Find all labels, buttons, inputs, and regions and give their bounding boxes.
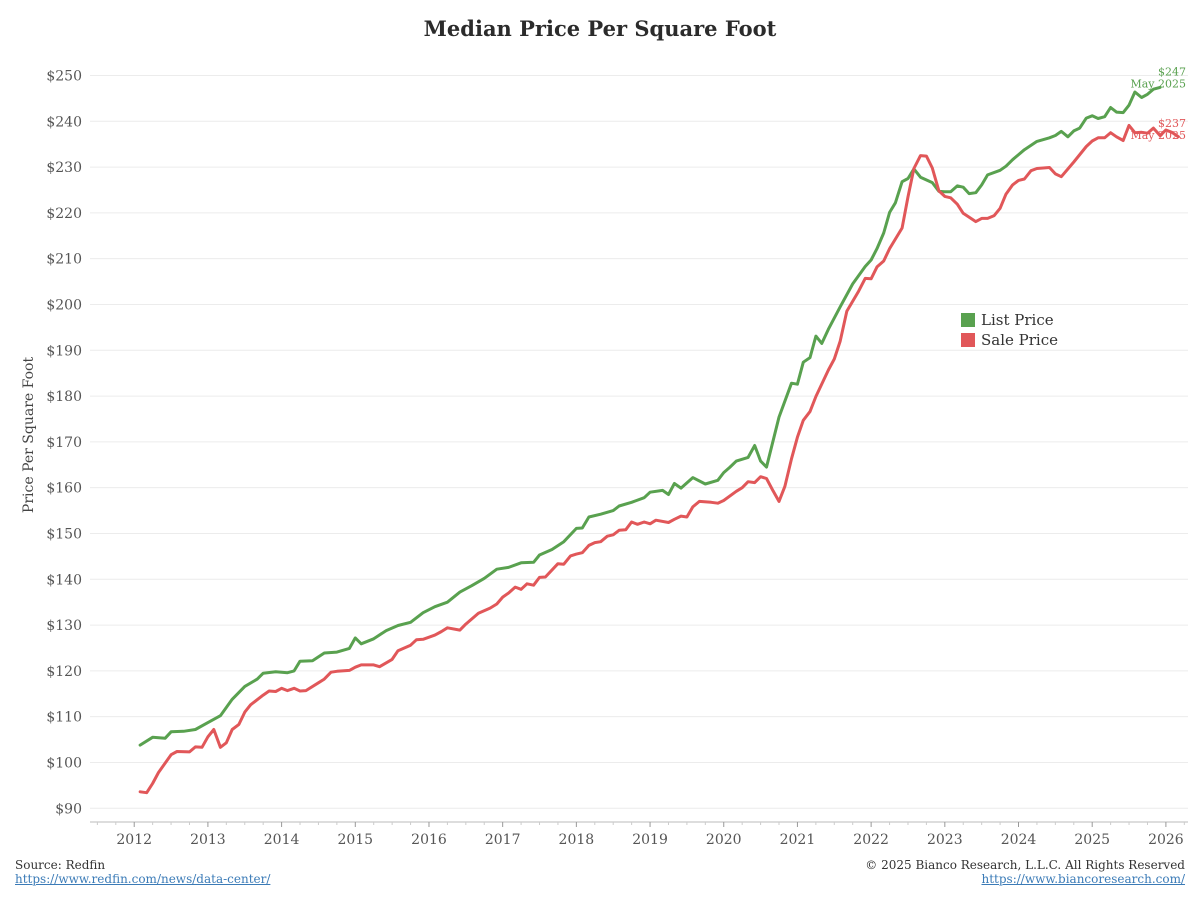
x-tick-label: 2015: [337, 832, 373, 848]
end-value-label: $247: [1158, 65, 1186, 78]
x-tick-label: 2017: [485, 832, 521, 848]
series-lines: [138, 85, 1180, 795]
x-tick-label: 2019: [632, 832, 668, 848]
y-tick-label: $200: [46, 297, 82, 313]
x-tick-label: 2012: [116, 832, 152, 848]
y-tick-label: $230: [46, 160, 82, 176]
x-tick-label: 2021: [780, 832, 816, 848]
y-tick-label: $240: [46, 114, 82, 130]
y-tick-label: $160: [46, 481, 82, 497]
website-link[interactable]: https://www.biancoresearch.com/: [981, 872, 1185, 886]
x-tick-label: 2014: [264, 832, 300, 848]
end-date-label: May 2025: [1130, 77, 1186, 90]
legend: List Price Sale Price: [961, 310, 1058, 350]
legend-swatch-list-price: [961, 313, 975, 327]
y-tick-label: $100: [46, 755, 82, 771]
y-tick-label: $170: [46, 435, 82, 451]
y-tick-label: $120: [46, 664, 82, 680]
y-tick-label: $140: [46, 572, 82, 588]
grid-lines: [90, 74, 1188, 809]
end-date-label: May 2025: [1130, 129, 1186, 142]
end-value-label: $237: [1158, 117, 1186, 130]
legend-label-list-price: List Price: [981, 311, 1054, 329]
x-tick-label: 2024: [1001, 832, 1037, 848]
x-tick-label: 2025: [1074, 832, 1110, 848]
y-tick-label: $210: [46, 252, 82, 268]
y-tick-label: $180: [46, 389, 82, 405]
y-tick-label: $130: [46, 618, 82, 634]
y-tick-label: $250: [46, 68, 82, 84]
legend-item-sale-price[interactable]: Sale Price: [961, 330, 1058, 350]
legend-swatch-sale-price: [961, 333, 975, 347]
x-tick-label: 2018: [559, 832, 595, 848]
y-tick-label: $190: [46, 343, 82, 359]
x-tick-label: 2020: [706, 832, 742, 848]
x-axis: 2012 2013 2014 2015 2016 2017 2018 2019 2020 2021…: [90, 821, 1188, 848]
legend-label-sale-price: Sale Price: [981, 331, 1058, 349]
x-tick-label: 2026: [1148, 832, 1184, 848]
y-tick-label: $110: [46, 710, 82, 726]
source-link[interactable]: https://www.redfin.com/news/data-center/: [15, 872, 271, 886]
footer-source: Source: Redfin https://www.redfin.com/ne…: [15, 858, 270, 886]
x-tick-label: 2022: [853, 832, 889, 848]
x-tick-label: 2023: [927, 832, 963, 848]
footer-copyright: © 2025 Bianco Research, L.L.C. All Right…: [865, 858, 1185, 886]
source-text: Source: Redfin: [15, 858, 106, 872]
copyright-text: © 2025 Bianco Research, L.L.C. All Right…: [865, 858, 1185, 872]
legend-item-list-price[interactable]: List Price: [961, 310, 1058, 330]
y-axis: $90 $100 $110 $120 $130 $140 $150 $160 $170 $180 $…: [46, 68, 82, 817]
y-tick-label: $90: [55, 801, 82, 817]
y-axis-label: Price Per Square Foot: [21, 357, 37, 514]
series-line-list-price: [138, 85, 1162, 747]
y-tick-label: $150: [46, 526, 82, 542]
chart-title: Median Price Per Square Foot: [423, 16, 777, 41]
x-tick-label: 2016: [411, 832, 447, 848]
y-tick-label: $220: [46, 206, 82, 222]
x-tick-label: 2013: [190, 832, 226, 848]
series-line-sale-price: [138, 123, 1180, 795]
